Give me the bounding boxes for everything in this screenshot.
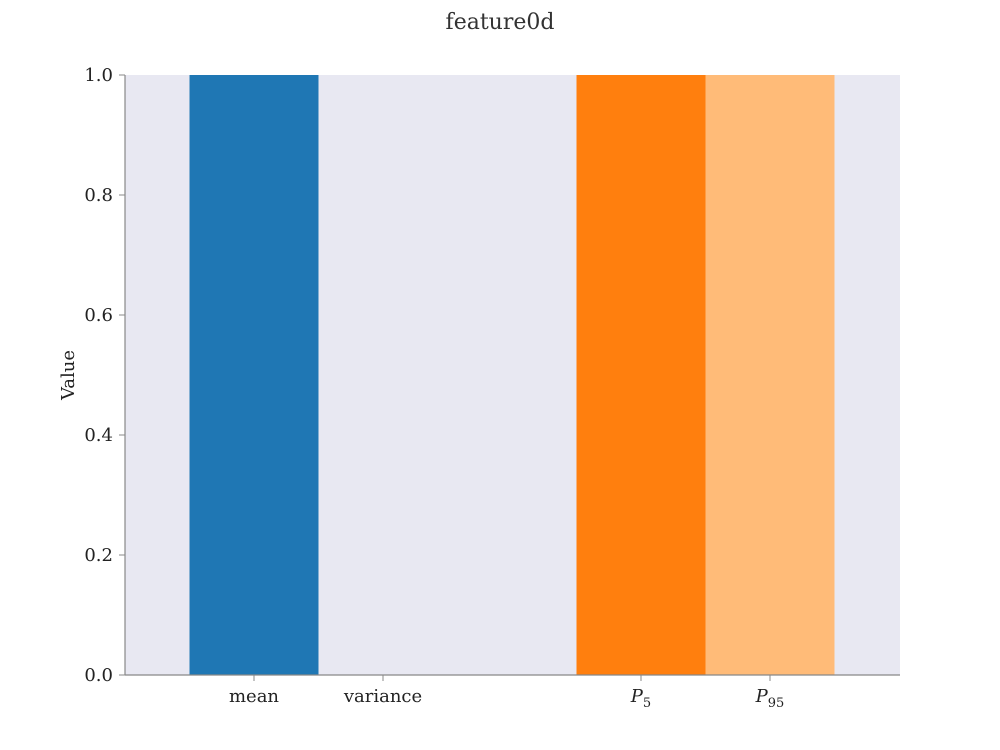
y-axis-label: Value (58, 350, 79, 401)
x-tick-label: mean (229, 686, 279, 707)
x-tick-label: P95 (755, 686, 785, 711)
x-axis: mean variance P5 P95 (125, 674, 900, 711)
y-tick-label: 0.6 (84, 305, 113, 326)
bar-3 (576, 75, 706, 675)
bar-0 (189, 75, 319, 675)
x-tick-label: variance (343, 686, 422, 707)
bar-4 (705, 75, 835, 675)
bars-group (189, 75, 835, 675)
x-tick-label: P5 (630, 686, 651, 711)
y-tick-label: 0.8 (84, 185, 113, 206)
y-tick-label: 0.0 (84, 665, 113, 686)
y-tick-label: 0.2 (84, 545, 113, 566)
y-tick-label: 1.0 (84, 65, 113, 86)
y-axis: 0.0 0.2 0.4 0.6 0.8 1.0 (84, 65, 126, 686)
y-tick-label: 0.4 (84, 425, 113, 446)
chart-title: feature0d (445, 10, 555, 35)
